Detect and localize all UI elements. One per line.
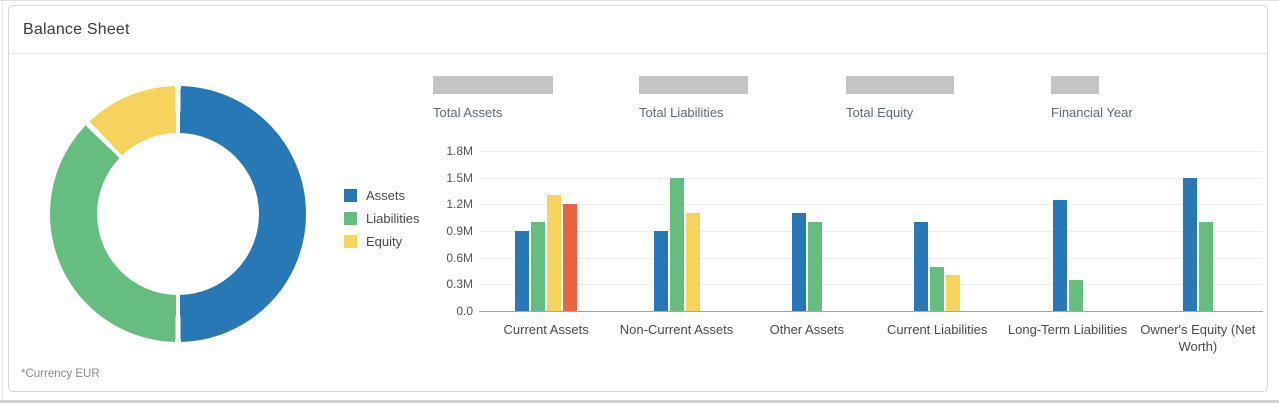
gridline: [479, 284, 1263, 286]
bar-series-3[interactable]: [946, 275, 961, 311]
bar-series-1[interactable]: [515, 231, 530, 311]
bar-series-4[interactable]: [563, 204, 578, 311]
x-axis-label: Owner's Equity (Net Worth): [1140, 322, 1256, 354]
y-tick-label: 0.9M: [446, 224, 473, 238]
legend-item-equity[interactable]: Equity: [344, 234, 419, 249]
bar-series-1[interactable]: [1182, 177, 1197, 311]
card-header: Balance Sheet: [9, 6, 1267, 54]
currency-footnote: *Currency EUR: [21, 368, 100, 380]
bar-series-1[interactable]: [914, 222, 929, 311]
y-tick-label: 0.3M: [446, 277, 473, 292]
kpi-skeleton-bar: [433, 76, 553, 94]
page-top-border: [0, 0, 1279, 1]
legend-label: Assets: [366, 188, 406, 203]
legend-item-assets[interactable]: Assets: [344, 188, 419, 203]
legend-swatch-icon: [344, 212, 357, 225]
kpi-label: Total Equity: [846, 105, 914, 120]
gridline: [479, 177, 1263, 179]
kpi-label: Total Assets: [433, 105, 503, 120]
y-tick-label: 1.8M: [446, 144, 473, 158]
balance-sheet-card: Balance Sheet *Currency EUR Assets Liabil…: [8, 5, 1268, 392]
kpi-label: Total Liabilities: [639, 105, 724, 120]
kpi-item: Total Assets: [433, 76, 553, 120]
x-axis-label: Long-Term Liabilities: [1007, 322, 1128, 337]
bar-group: [1052, 199, 1083, 311]
donut-hole: [97, 133, 259, 295]
bar-group: [515, 195, 578, 311]
bar-series-3[interactable]: [685, 213, 700, 311]
bar-group: [653, 177, 700, 311]
kpi-item: Total Liabilities: [639, 76, 748, 120]
kpi-label: Financial Year: [1051, 105, 1133, 120]
legend-swatch-icon: [344, 235, 357, 248]
bar-series-2[interactable]: [1198, 222, 1213, 311]
bar-series-1[interactable]: [1052, 199, 1067, 311]
chart-legend: Assets Liabilities Equity: [344, 188, 420, 258]
x-axis-label: Non-Current Assets: [619, 322, 734, 337]
page-bottom-strip: [0, 400, 1279, 403]
bar-chart: 1.8M 1.5M 1.2M 0.9M 0.6M 0.3M 0.0 Current Asset…: [9, 54, 1269, 390]
gridline: [479, 257, 1263, 259]
legend-label: Liabilities: [366, 211, 420, 226]
gridline: [479, 231, 1263, 232]
bar-series-2[interactable]: [807, 222, 822, 311]
x-axis-label: Current Liabilities: [886, 322, 988, 337]
bar-series-2[interactable]: [930, 266, 945, 311]
y-tick-label: 1.2M: [446, 197, 473, 212]
x-axis-label: Other Assets: [769, 322, 845, 337]
y-tick-label: 1.5M: [446, 170, 473, 185]
kpi-skeleton-bar: [639, 76, 748, 94]
kpi-item: Total Equity: [846, 76, 954, 120]
bar-series-3[interactable]: [547, 195, 562, 311]
bar-series-1[interactable]: [791, 213, 806, 311]
x-axis-line: [479, 311, 1263, 312]
bar-group: [791, 213, 822, 311]
kpi-skeleton-bar: [1051, 76, 1099, 94]
bar-series-2[interactable]: [1068, 279, 1083, 311]
legend-item-liabilities[interactable]: Liabilities: [344, 211, 420, 226]
gridline: [479, 204, 1263, 206]
kpi-skeleton-bar: [846, 76, 954, 94]
bar-group: [1182, 177, 1213, 311]
y-tick-label: 0.0: [456, 304, 473, 318]
gridline: [479, 151, 1263, 152]
x-axis-label: Current Assets: [503, 322, 589, 337]
donut-chart[interactable]: [50, 86, 306, 342]
bar-series-1[interactable]: [653, 231, 668, 311]
y-tick-label: 0.6M: [446, 250, 473, 265]
page-left-border: [2, 0, 3, 403]
page-title: Balance Sheet: [23, 20, 130, 38]
card-body: *Currency EUR Assets Liabilities Equity To…: [9, 54, 1267, 390]
legend-label: Equity: [366, 234, 403, 249]
bar-series-2[interactable]: [669, 177, 684, 311]
bar-group: [914, 222, 961, 311]
kpi-item: Financial Year: [1051, 76, 1133, 120]
bar-series-2[interactable]: [531, 222, 546, 311]
legend-swatch-icon: [344, 189, 357, 202]
